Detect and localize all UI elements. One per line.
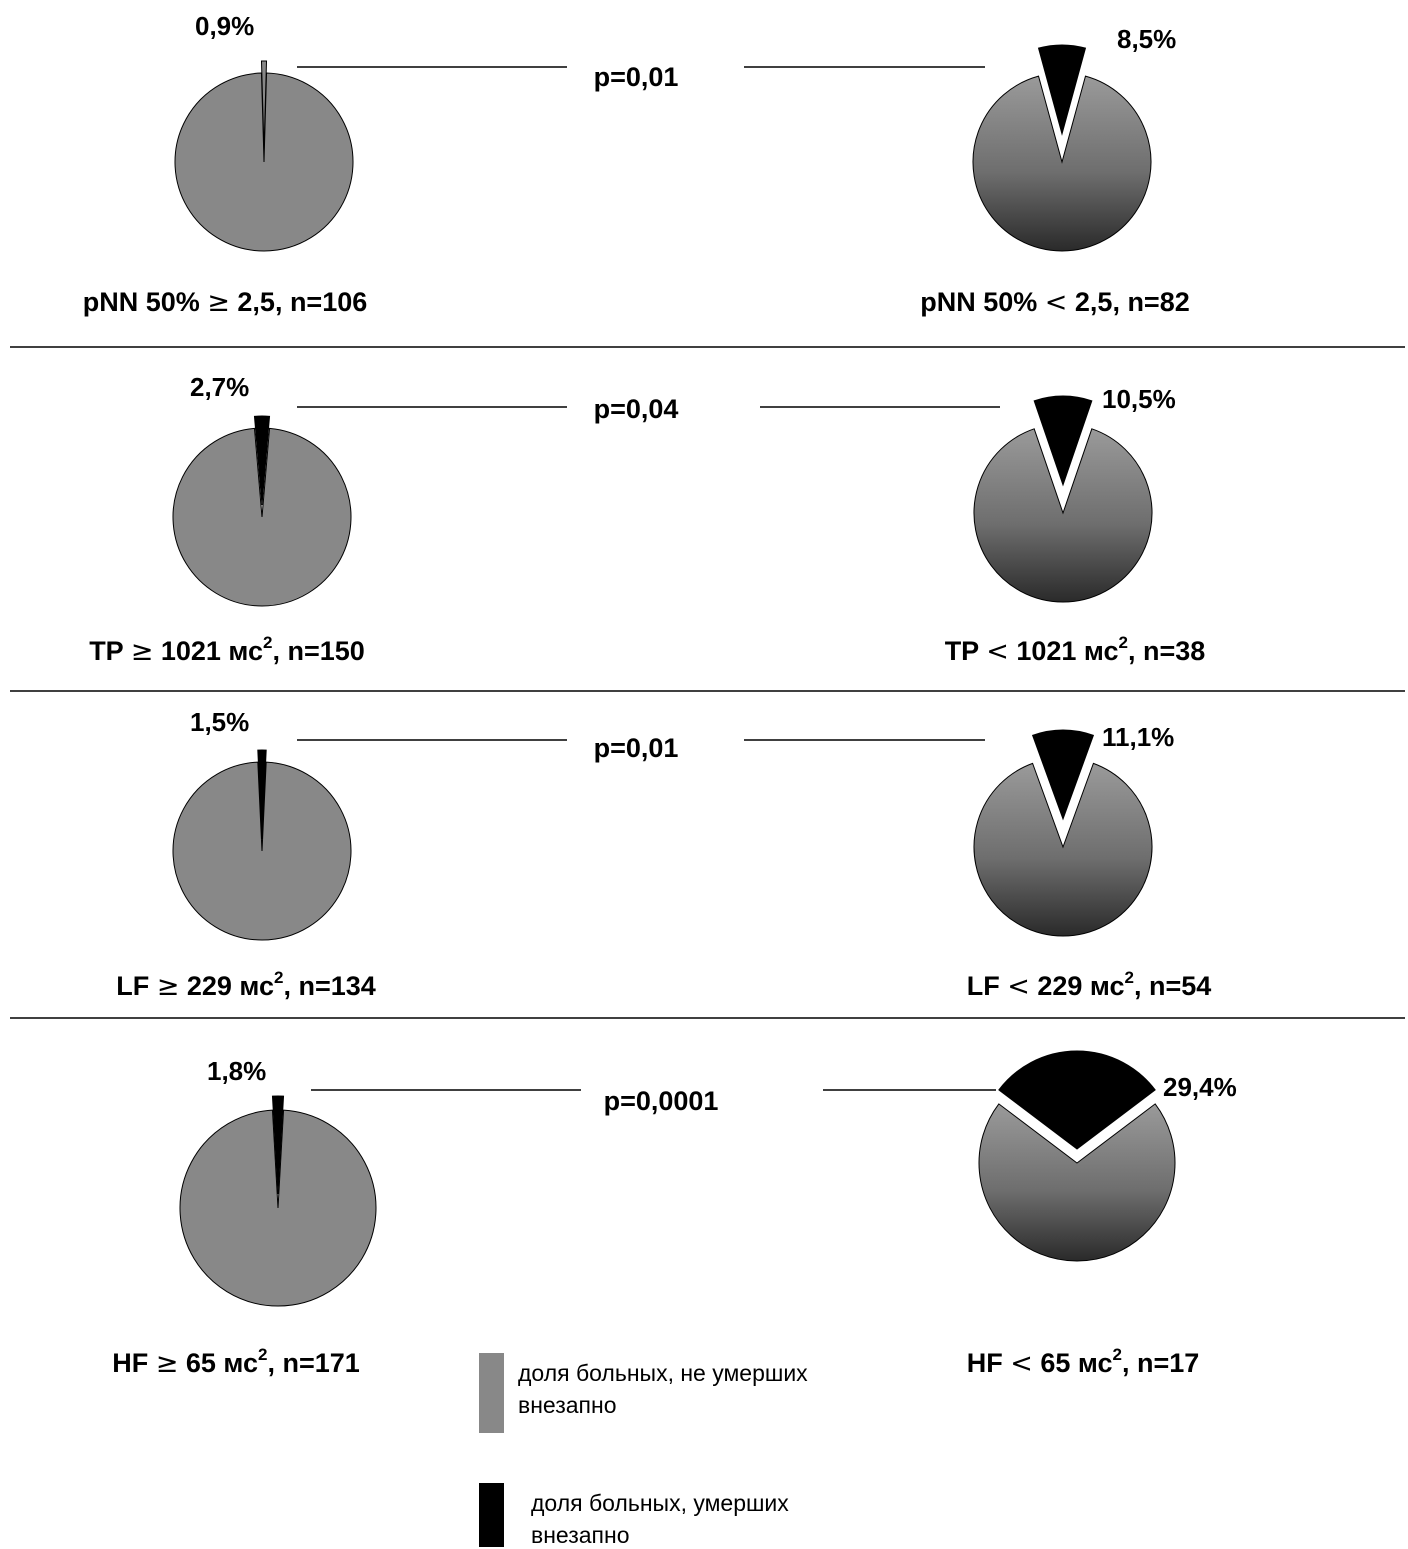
- pie-caption-right-3: LF < 229 мс2, n=54: [967, 968, 1212, 1002]
- pie-slice-label: 8,5%: [1117, 24, 1176, 54]
- pie-left-2: 2,7%: [172, 372, 352, 607]
- pie-slice-label: 1,5%: [190, 707, 249, 737]
- pie-slice-survived: [172, 427, 352, 607]
- legend: доля больных, не умерших внезапно доля б…: [479, 1353, 808, 1548]
- pie-slice-sudden-death: [260, 60, 268, 151]
- pie-slice-survived: [973, 762, 1153, 937]
- legend-label-survived-line2: внезапно: [518, 1392, 617, 1418]
- pie-right-4: 29,4%: [978, 1050, 1237, 1262]
- pie-caption-left-2: TP ≥ 1021 мс2, n=150: [89, 633, 365, 667]
- pie-slice-sudden-death: [1033, 395, 1093, 487]
- pie-caption-left-4: HF ≥ 65 мс2, n=171: [112, 1345, 360, 1379]
- pie-slice-label: 10,5%: [1102, 384, 1176, 414]
- pie-slice-sudden-death: [1031, 729, 1095, 821]
- pie-slice-survived: [179, 1109, 377, 1307]
- legend-swatch-sudden-death: [479, 1483, 504, 1547]
- pie-slice-survived: [972, 75, 1152, 252]
- pie-slice-sudden-death: [253, 415, 271, 506]
- legend-label-survived: доля больных, не умерших: [518, 1360, 808, 1386]
- p-value-label: p=0,04: [594, 394, 679, 424]
- pie-left-4: 1,8%: [179, 1056, 377, 1307]
- pie-slice-sudden-death: [257, 749, 267, 840]
- pie-slice-survived: [978, 1103, 1176, 1262]
- pie-right-1: 8,5%: [972, 24, 1176, 252]
- pie-caption-right-1: pNN 50% < 2,5, n=82: [920, 287, 1190, 318]
- p-value-label: p=0,01: [594, 733, 679, 763]
- pie-slice-survived: [973, 428, 1153, 603]
- legend-swatch-survived: [479, 1353, 504, 1433]
- p-value-label: p=0,01: [594, 62, 679, 92]
- pie-left-3: 1,5%: [172, 707, 352, 941]
- pie-slice-label: 1,8%: [207, 1056, 266, 1086]
- pie-slice-label: 29,4%: [1163, 1072, 1237, 1102]
- pie-caption-left-1: pNN 50% ≥ 2,5, n=106: [83, 287, 368, 318]
- pie-slice-survived: [174, 72, 354, 252]
- pie-slice-sudden-death: [1037, 44, 1087, 136]
- pie-caption-right-4: HF < 65 мс2, n=17: [967, 1345, 1200, 1379]
- pie-right-2: 10,5%: [973, 384, 1176, 603]
- pie-slice-label: 2,7%: [190, 372, 249, 402]
- pie-slice-sudden-death: [998, 1050, 1156, 1150]
- pie-slice-label: 11,1%: [1102, 722, 1174, 752]
- pie-slice-survived: [172, 761, 352, 941]
- pie-slice-sudden-death: [271, 1095, 285, 1195]
- legend-label-sudden-death: доля больных, умерших: [531, 1490, 789, 1516]
- pie-caption-left-3: LF ≥ 229 мс2, n=134: [116, 968, 376, 1002]
- legend-label-sudden-death-line2: внезапно: [531, 1522, 630, 1548]
- pie-right-3: 11,1%: [973, 722, 1174, 937]
- p-value-label: p=0,0001: [604, 1086, 719, 1116]
- pie-slice-label: 0,9%: [195, 11, 254, 41]
- pie-caption-right-2: TP < 1021 мс2, n=38: [945, 633, 1206, 667]
- pie-left-1: 0,9%: [174, 11, 354, 252]
